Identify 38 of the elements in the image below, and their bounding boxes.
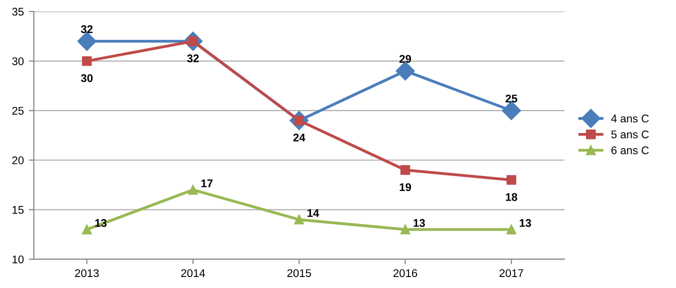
data-label: 30 [80, 74, 93, 82]
x-tick-label: 2015 [287, 269, 312, 278]
data-label: 25 [506, 94, 518, 102]
data-label: 18 [506, 193, 518, 201]
data-label: 19 [400, 183, 412, 192]
data-label: 13 [520, 219, 532, 227]
y-tick-label: 30 [12, 57, 24, 66]
x-tick-label: 2017 [500, 269, 524, 278]
legend-label: 4 ans C [611, 114, 649, 122]
legend-label: 6 ans C [611, 146, 649, 154]
y-tick-label: 20 [12, 156, 24, 164]
point [400, 165, 410, 175]
y-tick-label: 25 [12, 106, 24, 115]
y-tick-label: 10 [12, 255, 24, 264]
x-tick-label: 2013 [75, 269, 99, 278]
point [188, 184, 198, 195]
legend-label: 5 ans C [611, 130, 649, 138]
point [294, 214, 304, 224]
point [506, 175, 516, 185]
data-label: 14 [308, 209, 320, 217]
point [82, 224, 92, 234]
data-label: 32 [80, 25, 93, 34]
data-label: 32 [187, 54, 199, 62]
data-label: 17 [201, 180, 213, 188]
y-tick-label: 15 [12, 206, 24, 214]
x-tick-label: 2014 [181, 269, 206, 278]
y-tick-label: 35 [12, 8, 24, 16]
point [400, 224, 410, 234]
data-label: 24 [293, 134, 306, 142]
point [82, 56, 92, 66]
point [77, 32, 96, 51]
data-label: 13 [95, 219, 107, 227]
point [502, 101, 521, 120]
point [396, 61, 415, 80]
data-label: 29 [399, 54, 412, 63]
point [506, 224, 516, 234]
x-tick-label: 2016 [393, 269, 418, 278]
data-label: 13 [414, 219, 425, 227]
